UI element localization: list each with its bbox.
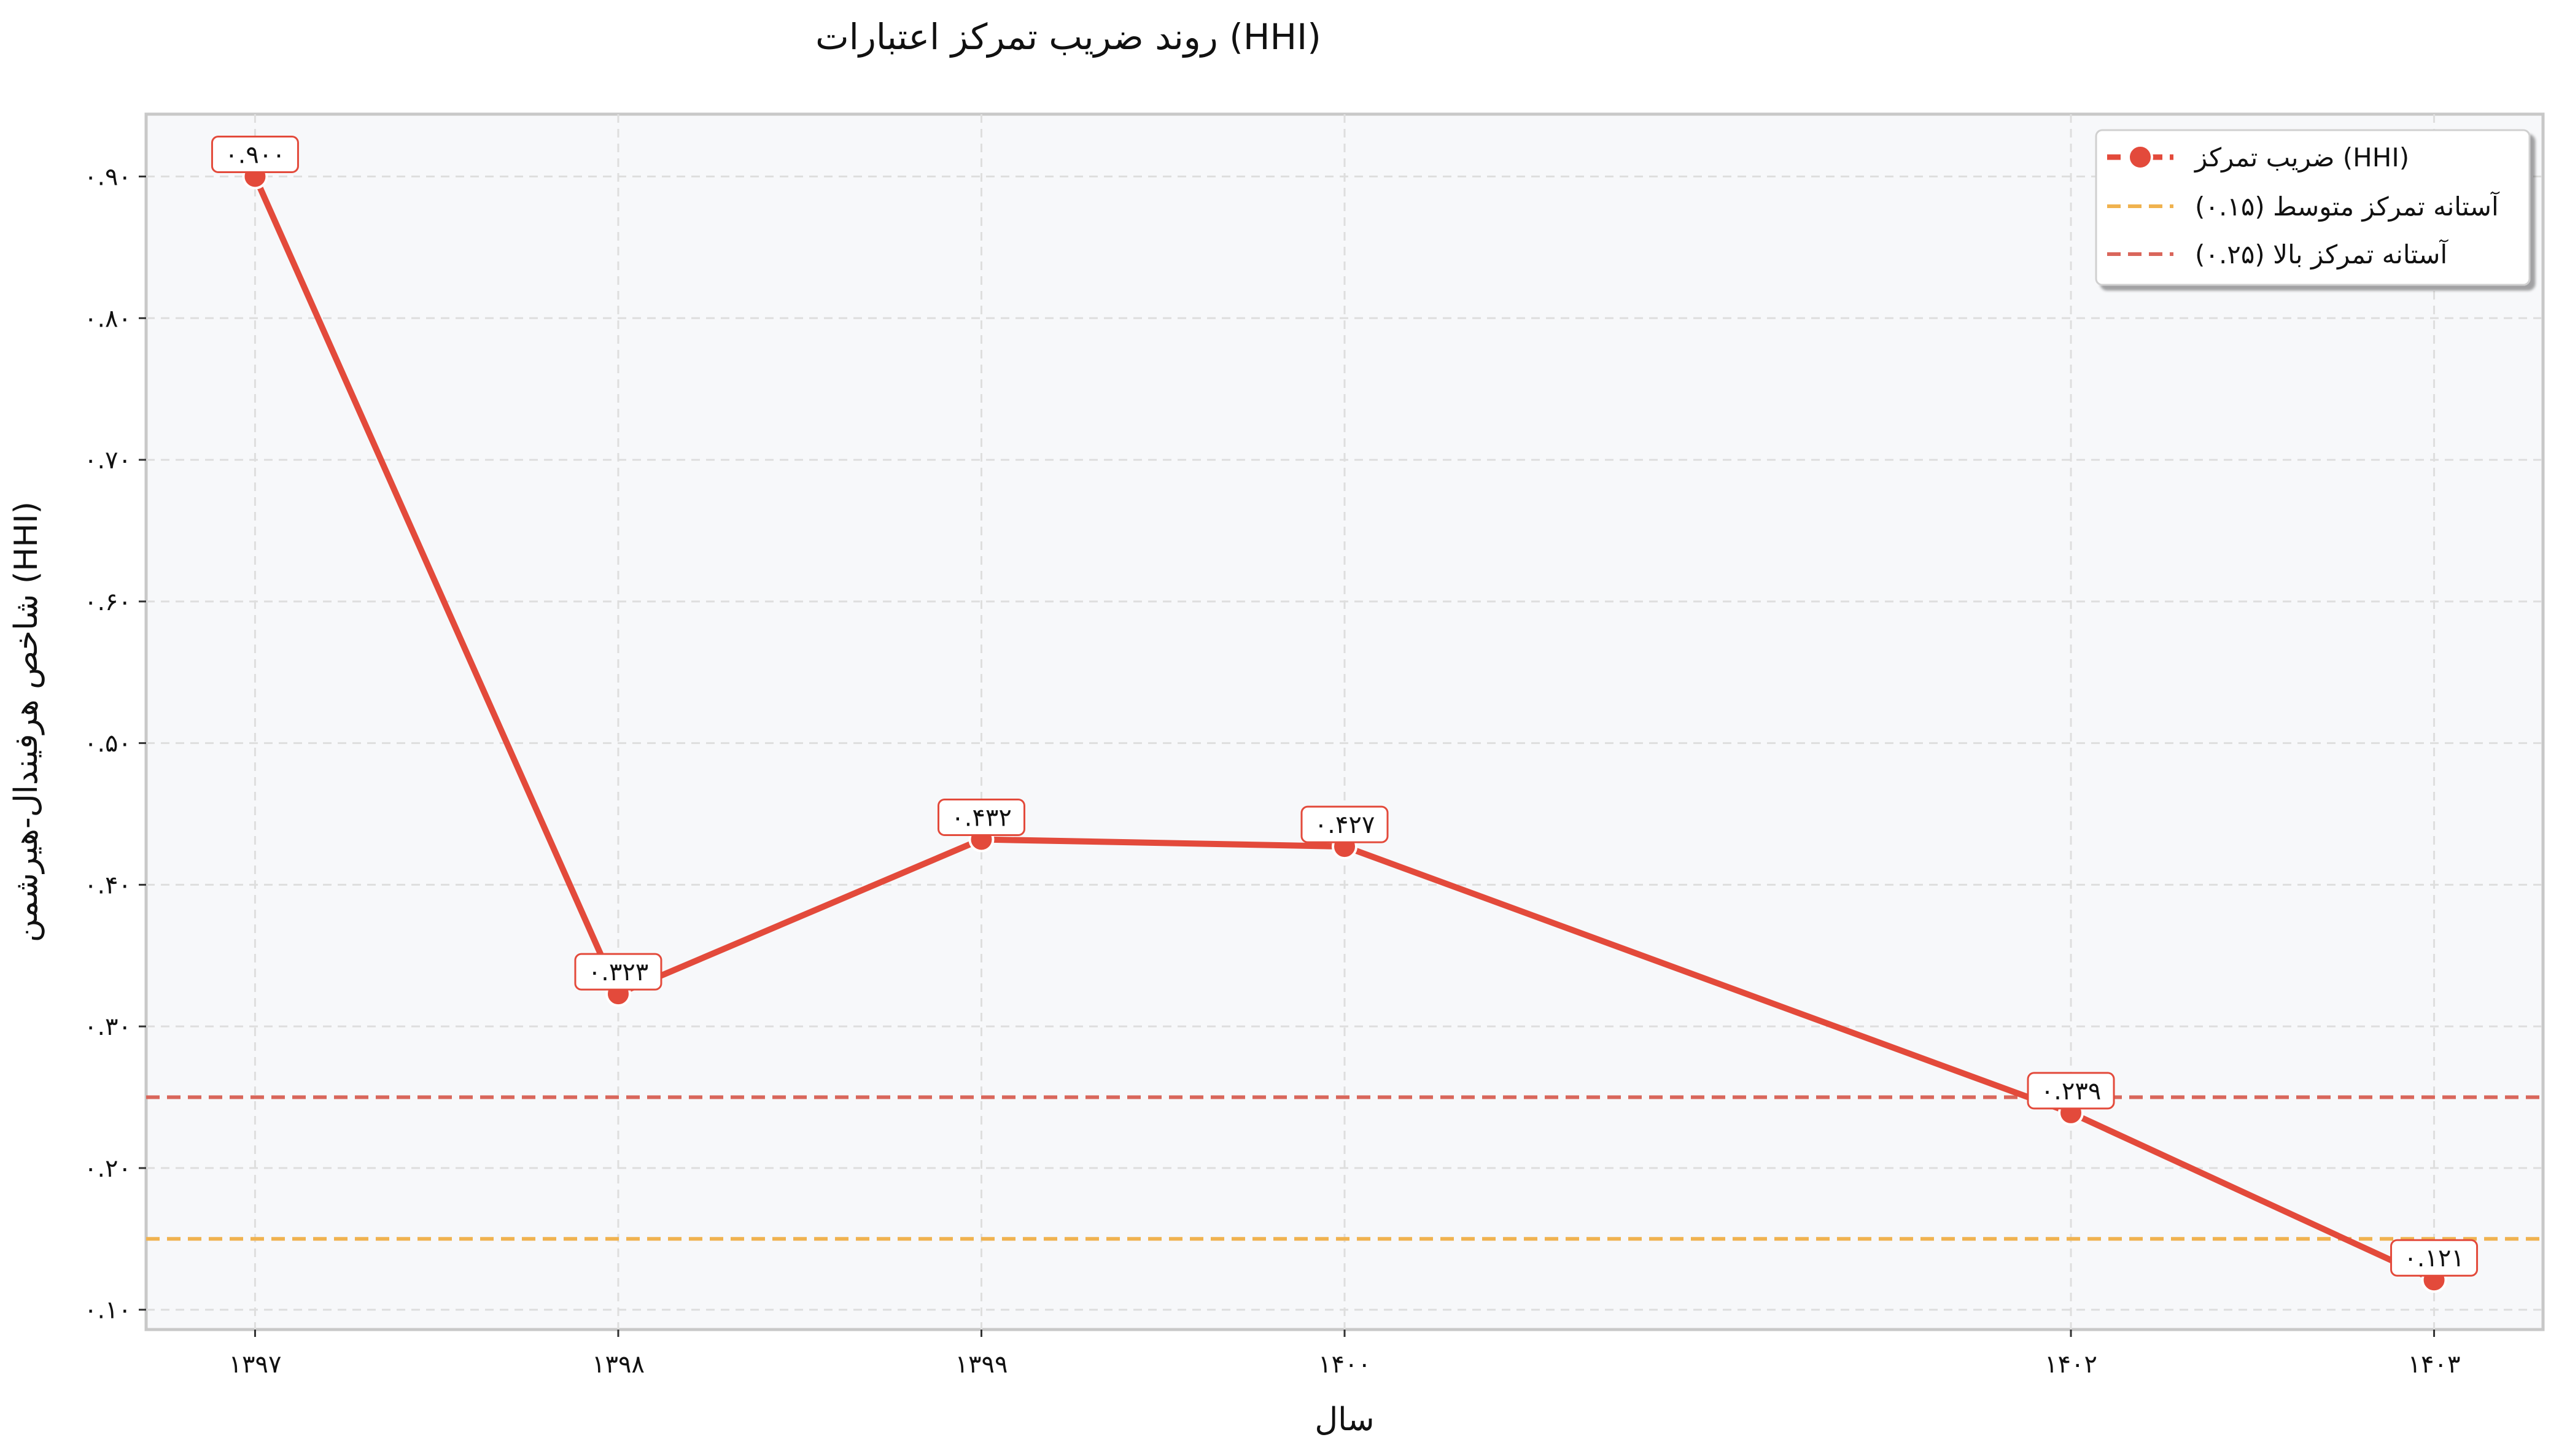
reference-lines (146, 1095, 2543, 1241)
y-tick-label: ۰.۸۰ (84, 304, 131, 333)
y-tick-label: ۰.۷۰ (84, 446, 131, 474)
y-axis-ticks: ۰.۱۰ ۰.۲۰ ۰.۳۰ ۰.۴۰ ۰.۵۰ ۰.۶۰ ۰.۷۰ ۰.۸۰ ۰.۹۰ (84, 163, 146, 1325)
x-tick-label: ۱۴۰۲ (2044, 1350, 2097, 1379)
legend-label: آستانه تمرکز متوسط (۰.۱۵) (2195, 191, 2500, 222)
x-tick-label: ۱۳۹۸ (592, 1350, 645, 1379)
data-label-box (574, 953, 662, 991)
data-label: ۰.۲۳۹ (2027, 1072, 2115, 1110)
legend-label: ضریب تمرکز (HHI) (2194, 142, 2409, 172)
data-label-box (2027, 1072, 2115, 1110)
legend-item-hhi: ضریب تمرکز (HHI) (2107, 142, 2409, 172)
x-tick-label: ۱۴۰۳ (2408, 1350, 2461, 1379)
data-label: ۰.۹۰۰ (211, 136, 299, 174)
x-tick-label: ۱۳۹۷ (228, 1350, 281, 1379)
data-label: ۰.۴۲۷ (1300, 805, 1389, 843)
chart-title: روند ضریب تمرکز اعتبارات (HHI) (815, 16, 1321, 58)
y-tick-label: ۰.۹۰ (84, 163, 131, 192)
data-label: ۰.۴۳۲ (937, 799, 1025, 837)
data-label: ۰.۳۲۳ (574, 953, 662, 991)
y-tick-label: ۰.۴۰ (84, 871, 131, 899)
y-tick-label: ۰.۱۰ (84, 1296, 131, 1325)
data-label-box (937, 799, 1025, 837)
data-label-text: ۰.۴۲۷ (1314, 811, 1375, 839)
x-axis-label: سال (1314, 1401, 1374, 1438)
hhi-series-line (252, 175, 2436, 1283)
data-label-text: ۰.۴۳۲ (951, 804, 1012, 832)
x-axis-ticks: ۱۳۹۷ ۱۳۹۸ ۱۳۹۹ ۱۴۰۰ ۱۴۰۲ ۱۴۰۳ (228, 1330, 2461, 1379)
grid-lines (146, 114, 2543, 1330)
y-axis-label: شاخص هرفیندال-هیرشمن (HHI) (8, 501, 45, 942)
data-label-text: ۰.۱۲۱ (2404, 1244, 2464, 1272)
x-tick-label: ۱۳۹۹ (955, 1350, 1008, 1379)
data-label-box (2390, 1239, 2479, 1277)
legend: ضریب تمرکز (HHI) آستانه تمرکز متوسط (۰.۱… (2095, 129, 2531, 286)
legend-item-medium-threshold: آستانه تمرکز متوسط (۰.۱۵) (2107, 191, 2500, 222)
y-tick-label: ۰.۲۰ (84, 1155, 131, 1183)
y-tick-label: ۰.۶۰ (84, 588, 131, 616)
legend-box (2095, 129, 2531, 286)
data-label-box (211, 136, 299, 174)
legend-swatch-marker (2127, 144, 2153, 170)
data-label-text: ۰.۳۲۳ (588, 958, 649, 986)
data-label-text: ۰.۲۳۹ (2041, 1077, 2102, 1106)
data-label-box (1300, 805, 1389, 843)
y-tick-label: ۰.۳۰ (84, 1013, 131, 1041)
data-label: ۰.۱۲۱ (2390, 1239, 2479, 1277)
x-tick-label: ۱۴۰۰ (1318, 1350, 1371, 1379)
data-label-text: ۰.۹۰۰ (225, 141, 285, 169)
legend-item-high-threshold: آستانه تمرکز بالا (۰.۲۵) (2107, 239, 2448, 269)
y-tick-label: ۰.۵۰ (84, 730, 131, 758)
legend-label: آستانه تمرکز بالا (۰.۲۵) (2195, 239, 2448, 269)
data-labels: ۰.۹۰۰ ۰.۳۲۳ ۰.۴۳۲ ۰.۴۲۷ ۰.۲۳۹ ۰.۱۲۱ (211, 136, 2479, 1277)
